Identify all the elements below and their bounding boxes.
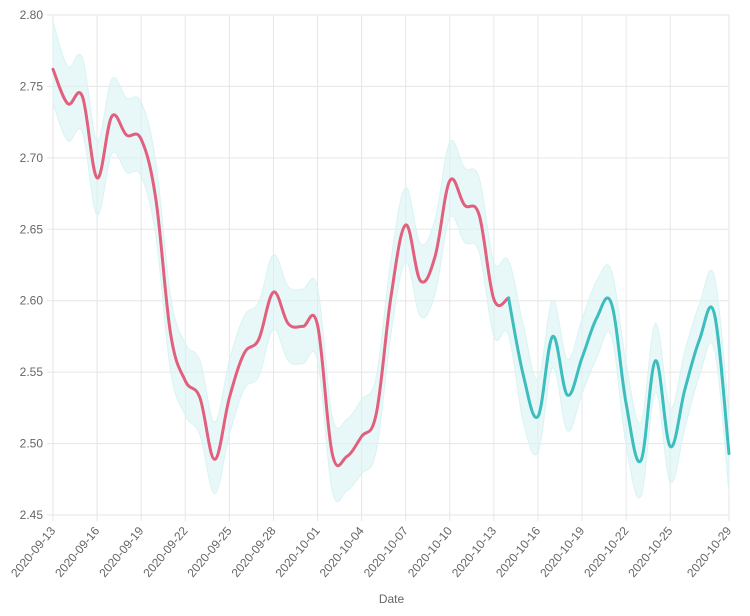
y-axis-ticks: 2.80 2.75 2.70 2.65 2.60 2.55 2.50 2.45 [20,8,44,522]
x-tick-label: 2020-10-07 [361,524,411,580]
y-tick-label: 2.75 [20,79,44,93]
x-tick-label: 2020-10-01 [273,524,323,580]
y-tick-label: 2.80 [20,8,44,22]
x-axis-title: Date [378,592,405,606]
x-tick-label: 2020-10-19 [537,524,587,580]
x-tick-label: 2020-09-19 [96,524,146,580]
y-tick-label: 2.55 [20,365,44,379]
x-tick-label: 2020-10-16 [493,524,543,580]
series-lines [51,67,731,468]
x-tick-label: 2020-09-25 [184,524,234,580]
y-tick-label: 2.45 [20,508,44,522]
y-tick-label: 2.70 [20,151,44,165]
x-tick-label: 2020-10-10 [405,524,455,580]
x-tick-label: 2020-09-22 [140,524,190,580]
x-tick-label: 2020-10-29 [684,524,734,580]
grid [47,14,730,521]
forecast-line [507,296,731,464]
x-tick-label: 2020-09-13 [8,524,58,580]
x-tick-label: 2020-10-13 [449,524,499,580]
confidence-band [52,21,730,503]
confidence-band-area [52,21,730,503]
x-tick-label: 2020-09-16 [52,524,102,580]
x-tick-label: 2020-10-04 [317,524,367,580]
y-tick-label: 2.50 [20,437,44,451]
y-tick-label: 2.65 [20,222,44,236]
y-tick-label: 2.60 [20,294,44,308]
x-axis-ticks: 2020-09-132020-09-162020-09-192020-09-22… [8,524,734,580]
x-tick-label: 2020-10-25 [625,524,675,580]
x-tick-label: 2020-09-28 [229,524,279,580]
history-line [51,67,511,468]
x-tick-label: 2020-10-22 [581,524,631,580]
